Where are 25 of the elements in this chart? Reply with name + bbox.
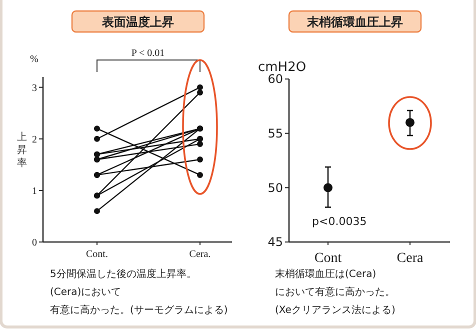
annotation: p<0.0035 [312, 215, 367, 228]
y-tick-label: 3 [32, 82, 37, 94]
y-tick-label: 60 [268, 72, 283, 86]
x-tick-label: Cont [314, 251, 342, 266]
y-axis-title: cmH2O [258, 60, 306, 75]
y-axis-title: 上昇率 [17, 131, 27, 169]
text: 末梢循環血圧は(Cera) [275, 268, 376, 280]
y-tick-label: 0 [32, 238, 37, 248]
text: 5分間保温した後の温度上昇率。 [50, 268, 196, 280]
chart-title: 末梢循環血圧上昇 [306, 15, 403, 29]
text: (Xeクリアランス法による) [275, 304, 396, 316]
y-tick-label: 45 [268, 235, 283, 250]
chart-title: 表面温度上昇 [101, 15, 174, 29]
y-tick-label: 55 [268, 126, 283, 141]
y-tick-label: 1 [32, 186, 37, 197]
x-tick-label: Cera. [189, 249, 211, 260]
x-tick-label: Cont. [86, 249, 108, 260]
text: において有意に高かった。 [275, 286, 395, 298]
text: P < 0.01 [131, 48, 165, 59]
x-tick-label: Cera [396, 251, 424, 266]
text: % [30, 54, 38, 65]
text: 有意に高かった。(サーモグラムによる) [50, 304, 228, 316]
y-tick-label: 50 [268, 180, 283, 195]
y-tick-label: 2 [32, 134, 37, 146]
text: (Cera)において [50, 287, 122, 298]
